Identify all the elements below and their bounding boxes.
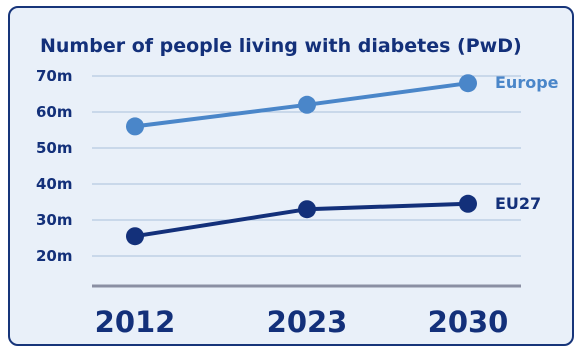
y-tick-label: 40m	[36, 175, 73, 193]
chart-title: Number of people living with diabetes (P…	[40, 35, 522, 57]
data-point	[459, 74, 477, 93]
data-point	[126, 117, 144, 136]
chart-panel	[8, 6, 574, 346]
y-tick-label: 20m	[36, 247, 73, 265]
data-point	[126, 227, 144, 246]
series-label: EU27	[495, 194, 541, 213]
x-tick-label: 2030	[428, 305, 509, 339]
y-tick-label: 60m	[36, 103, 73, 121]
y-tick-label: 70m	[36, 67, 73, 85]
data-point	[459, 194, 477, 213]
data-point	[298, 95, 316, 114]
data-point	[298, 200, 316, 219]
series-label: Europe	[495, 73, 559, 92]
y-tick-label: 50m	[36, 139, 73, 157]
x-tick-label: 2023	[267, 305, 348, 339]
y-tick-label: 30m	[36, 211, 73, 229]
x-tick-label: 2012	[95, 305, 176, 339]
